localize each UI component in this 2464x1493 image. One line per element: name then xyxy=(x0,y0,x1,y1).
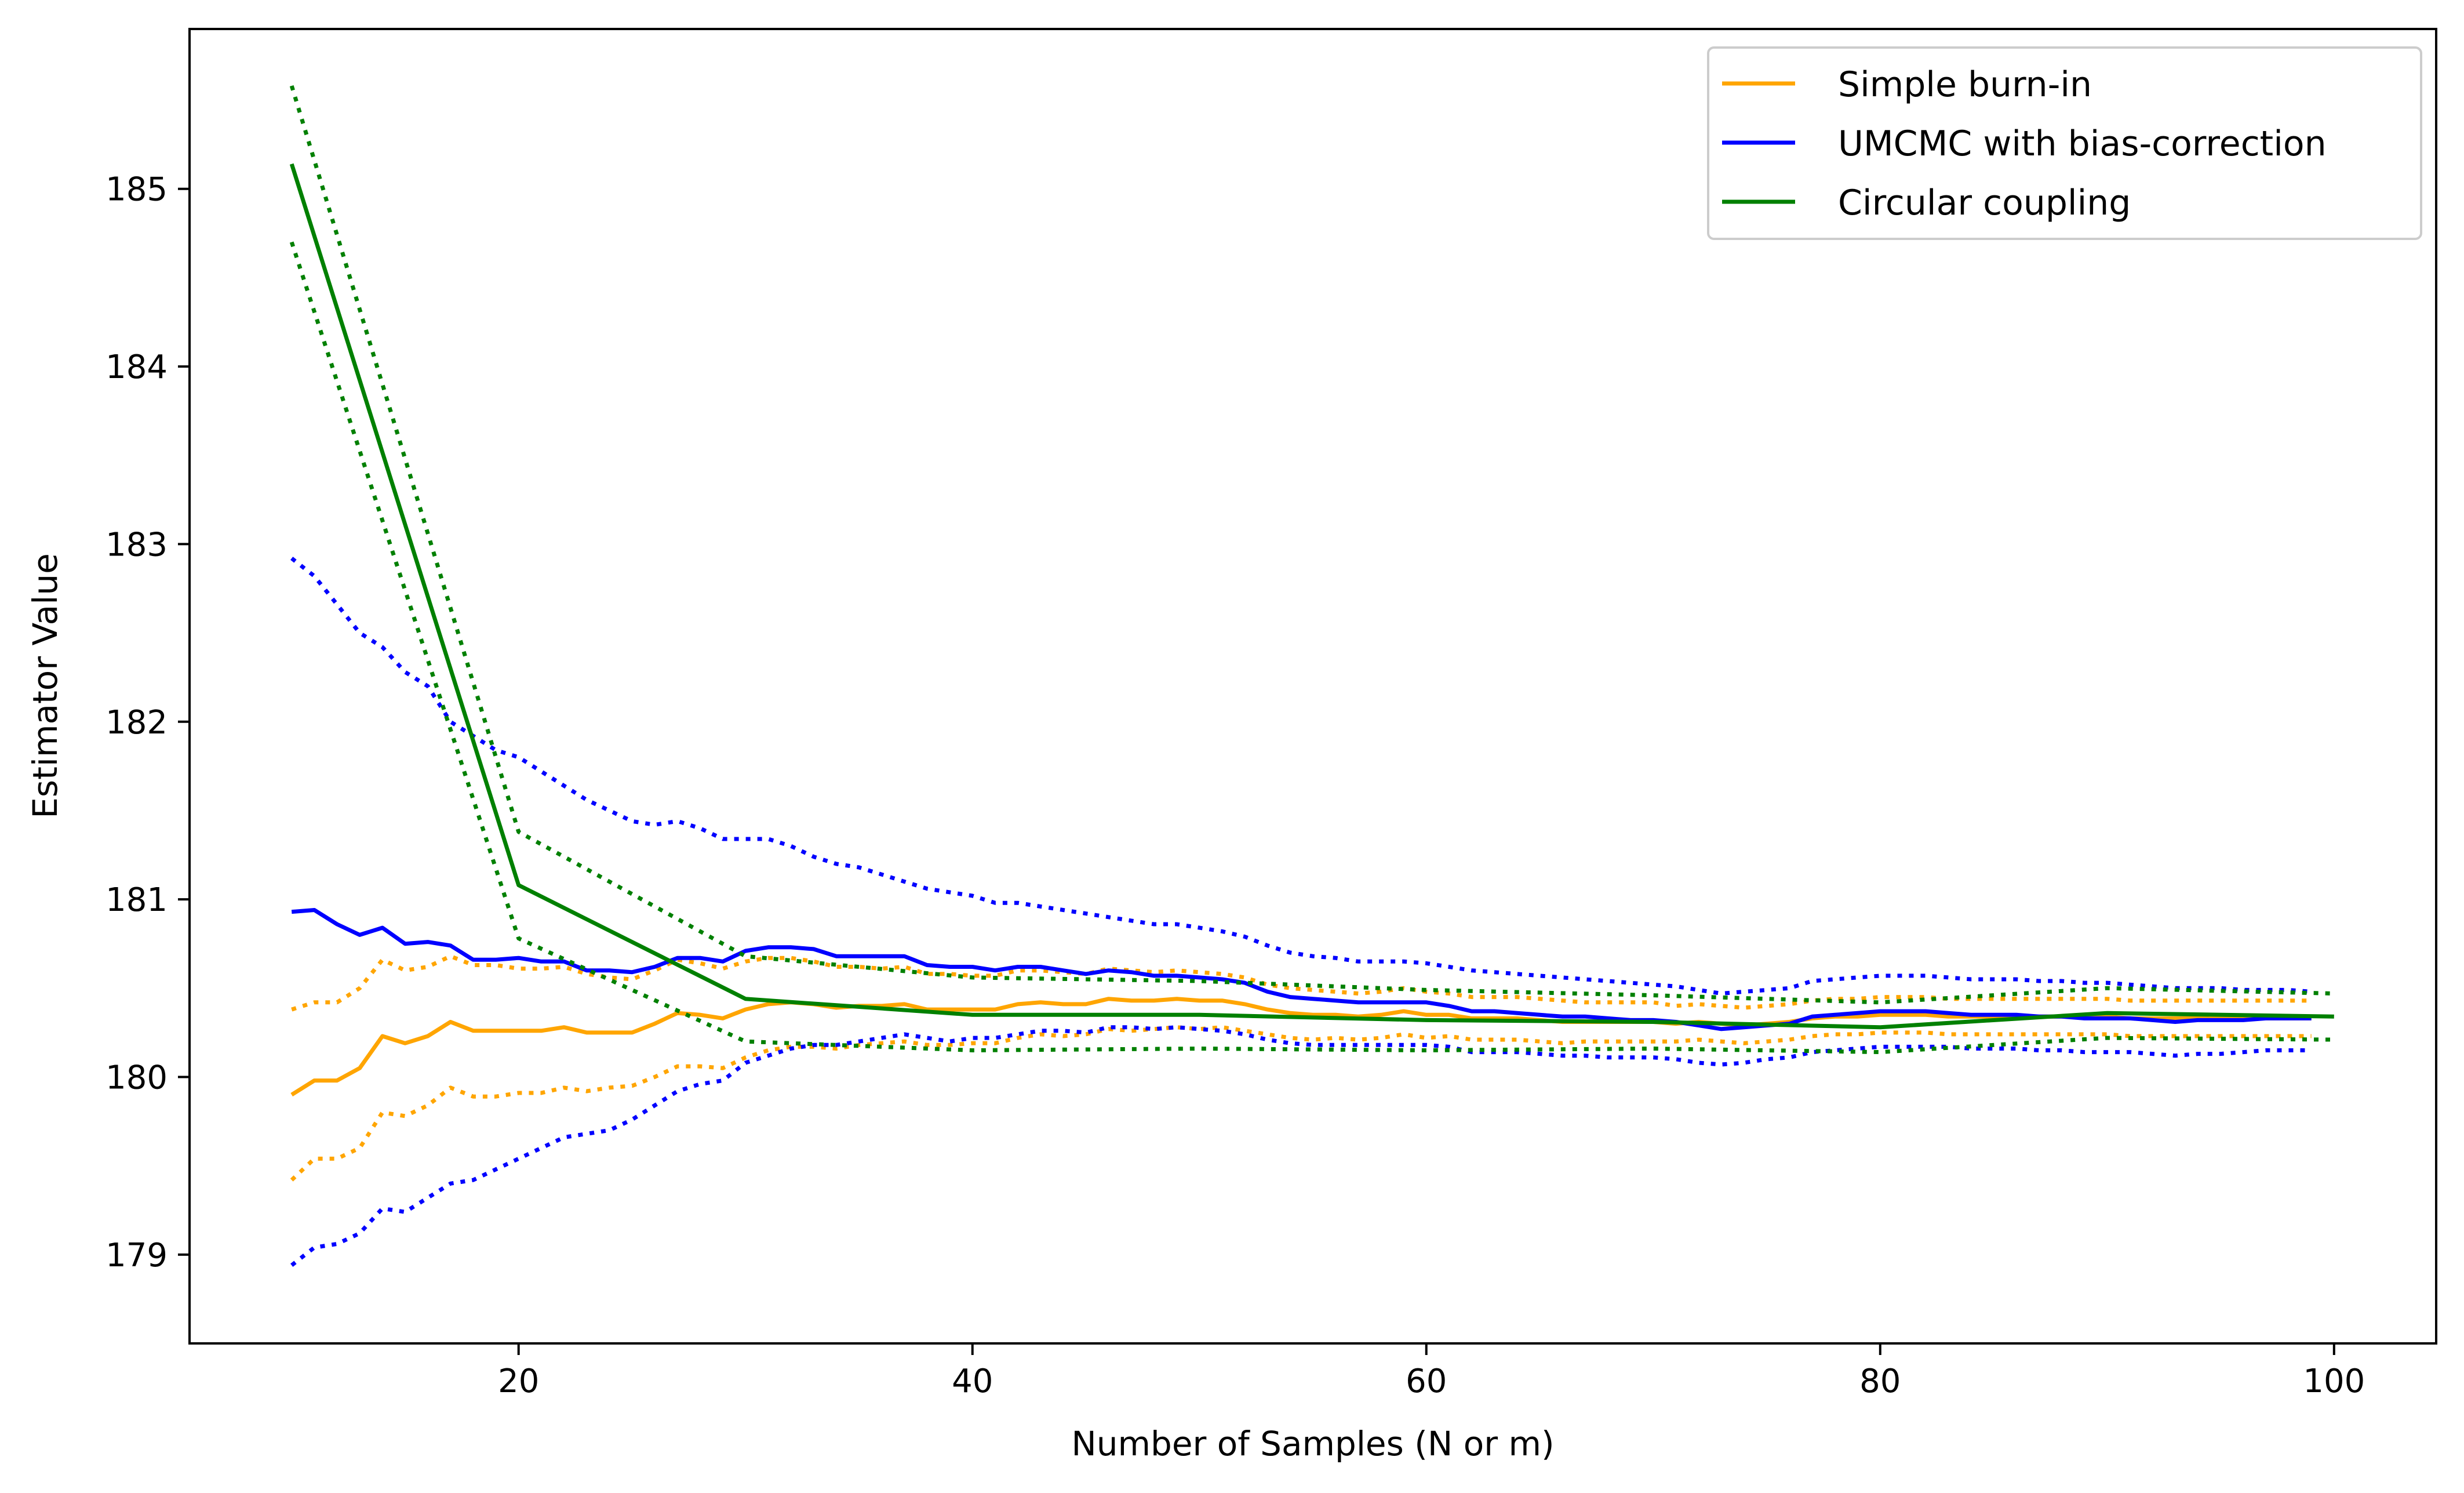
x-tick-label: 20 xyxy=(498,1363,539,1400)
y-axis-label: Estimator Value xyxy=(26,553,65,819)
legend-label: Simple burn-in xyxy=(1838,64,2092,105)
legend-label: UMCMC with bias-correction xyxy=(1838,123,2327,164)
series-line-3 xyxy=(291,908,2312,1031)
series-line-4 xyxy=(290,557,2312,996)
plot-frame xyxy=(188,28,2437,1345)
x-tick-label: 100 xyxy=(2303,1363,2365,1400)
y-tick-label: 182 xyxy=(105,704,168,742)
series-line-2 xyxy=(290,1025,2312,1182)
y-tick-label: 183 xyxy=(105,526,168,564)
y-tick-label: 184 xyxy=(105,348,168,386)
y-tick-label: 179 xyxy=(105,1237,168,1274)
y-tick-label: 180 xyxy=(105,1059,168,1096)
x-axis-label: Number of Samples (N or m) xyxy=(1071,1424,1554,1463)
legend-box xyxy=(1707,46,2422,240)
legend-label: Circular coupling xyxy=(1838,183,2131,223)
legend: Simple burn-in UMCMC with bias-correction… xyxy=(1707,46,2422,240)
series-line-8 xyxy=(289,241,2334,1055)
axes-layer xyxy=(188,28,2437,1345)
ticks-layer: 20 40 60 80 100 179 180 181 182 183 184 185 xyxy=(105,171,2365,1400)
y-tick-label: 181 xyxy=(105,881,168,919)
series-line-1 xyxy=(291,954,2312,1012)
series-line-6 xyxy=(289,163,2334,1030)
x-tick-label: 60 xyxy=(1406,1363,1447,1400)
series-layer xyxy=(289,85,2334,1267)
x-tick-label: 40 xyxy=(952,1363,993,1400)
y-tick-label: 185 xyxy=(105,171,168,209)
x-tick-label: 80 xyxy=(1859,1363,1901,1400)
series-line-7 xyxy=(289,85,2334,1005)
